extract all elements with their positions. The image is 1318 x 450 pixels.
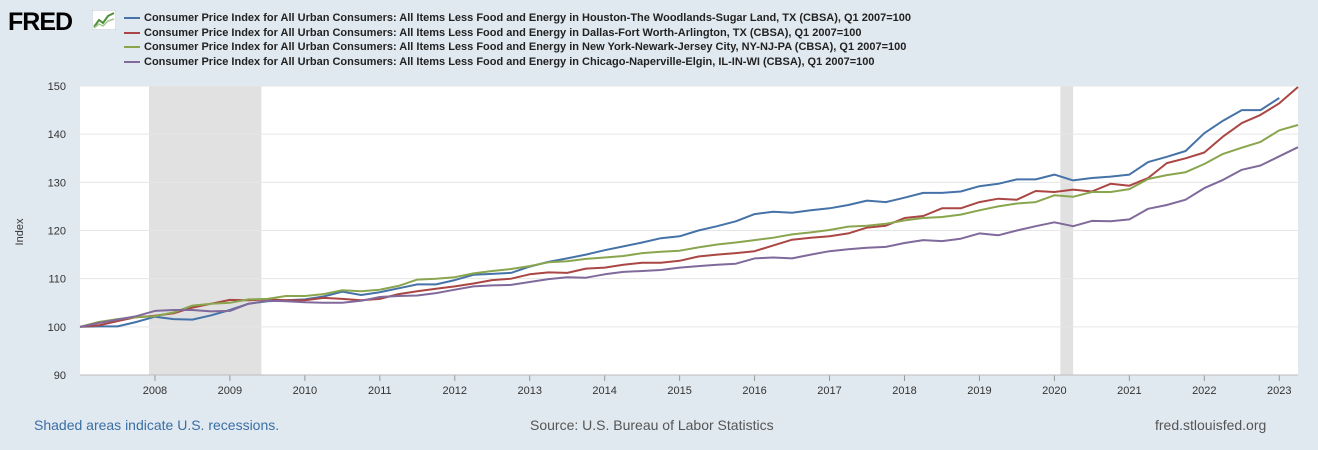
x-tick-label-2016: 2016 [742,385,766,397]
x-tick-label-2011: 2011 [368,385,392,397]
y-axis-label: Index [14,218,26,245]
x-tick-label-2014: 2014 [592,385,616,397]
fred-logo-text: FRED [8,8,73,36]
legend-label-2: Consumer Price Index for All Urban Consu… [144,41,907,54]
fred-logo[interactable]: FRED [8,8,118,36]
series-line-3[interactable] [79,146,1299,328]
x-tick-label-2008: 2008 [143,385,167,397]
legend-item-3[interactable]: Consumer Price Index for All Urban Consu… [124,55,911,70]
x-tick-label-2019: 2019 [967,385,991,397]
legend-label-1: Consumer Price Index for All Urban Consu… [144,26,862,39]
y-tick-label-120: 120 [48,226,66,238]
source-note: Source: U.S. Bureau of Labor Statistics [530,417,774,433]
x-tick-label-2009: 2009 [218,385,242,397]
y-tick-label-90: 90 [54,370,66,382]
x-tick-label-2010: 2010 [293,385,317,397]
y-tick-label-100: 100 [48,322,66,334]
x-tick-label-2015: 2015 [667,385,691,397]
y-tick-label-140: 140 [48,129,66,141]
axes: 90 100 110 120 130 140 150 2008 2009 2010 2011 2012… [48,81,1298,397]
x-tick-label-2021: 2021 [1117,385,1141,397]
legend-swatch-2 [124,46,140,49]
legend-swatch-1 [124,31,140,34]
x-tick-label-2012: 2012 [443,385,467,397]
series-lines [79,86,1299,328]
y-tick-label-110: 110 [48,274,66,286]
chart-legend: Consumer Price Index for All Urban Consu… [124,11,911,69]
x-tick-label-2020: 2020 [1042,385,1066,397]
x-tick-label-2022: 2022 [1192,385,1216,397]
series-line-2[interactable] [79,124,1299,328]
series-line-1[interactable] [79,86,1299,328]
line-graph-icon [92,10,116,30]
legend-item-2[interactable]: Consumer Price Index for All Urban Consu… [124,40,911,55]
y-tick-label-130: 130 [48,177,66,189]
x-tick-label-2017: 2017 [817,385,841,397]
site-link[interactable]: fred.stlouisfed.org [1155,417,1267,433]
recession-note[interactable]: Shaded areas indicate U.S. recessions. [34,417,280,433]
legend-label-0: Consumer Price Index for All Urban Consu… [144,12,911,25]
legend-label-3: Consumer Price Index for All Urban Consu… [144,55,875,68]
y-tick-label-150: 150 [48,81,66,93]
legend-item-1[interactable]: Consumer Price Index for All Urban Consu… [124,26,911,41]
x-tick-label-2013: 2013 [517,385,541,397]
legend-item-0[interactable]: Consumer Price Index for All Urban Consu… [124,11,911,26]
legend-swatch-0 [124,17,140,20]
x-tick-label-2023: 2023 [1267,385,1291,397]
legend-swatch-3 [124,60,140,63]
x-tick-label-2018: 2018 [892,385,916,397]
